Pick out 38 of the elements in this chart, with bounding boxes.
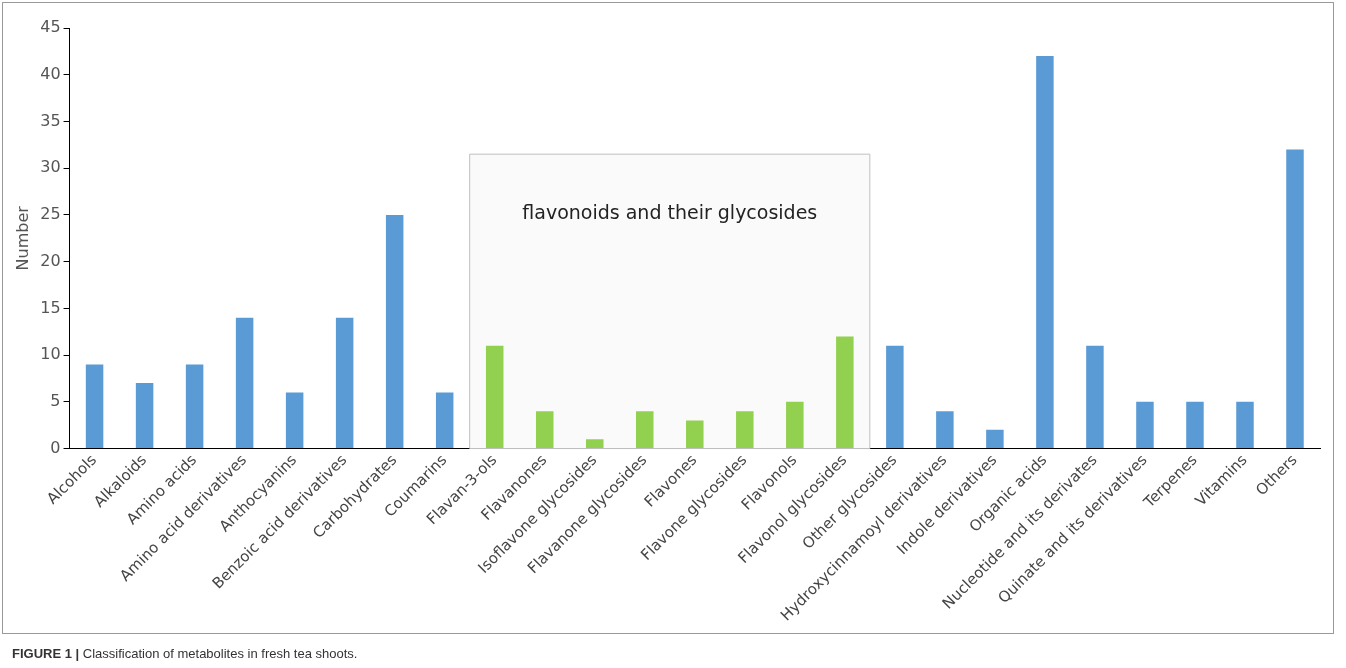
bar <box>786 401 804 449</box>
bar <box>235 317 254 449</box>
y-tick-label: 5 <box>50 390 61 410</box>
bar <box>1286 149 1304 449</box>
y-tick-label: 15 <box>40 297 61 317</box>
bar <box>986 429 1004 449</box>
bar <box>736 411 754 449</box>
y-tick-label: 40 <box>40 63 61 83</box>
y-tick-label: 25 <box>40 204 61 224</box>
bar <box>335 317 354 449</box>
bar <box>435 392 454 449</box>
bar <box>1236 401 1254 449</box>
y-tick-label: 45 <box>40 17 61 37</box>
y-tick-label: 35 <box>40 110 61 130</box>
band-label: flavonoids and their glycosides <box>522 201 818 224</box>
bar <box>836 336 854 449</box>
bar <box>185 364 204 449</box>
bar <box>1136 401 1154 449</box>
y-tick-label: 0 <box>50 437 61 457</box>
bar <box>686 420 704 449</box>
bar <box>485 345 504 449</box>
bar <box>936 411 954 449</box>
y-tick-label: 10 <box>40 344 61 364</box>
bar <box>535 411 554 449</box>
caption: FIGURE 1 | Classification of metabolites in fresh tea shoots. <box>12 646 358 661</box>
bar <box>85 364 104 449</box>
bar <box>1086 345 1104 449</box>
bar <box>886 345 904 449</box>
bar <box>585 439 604 449</box>
bar <box>1036 56 1054 449</box>
y-tick-label: 20 <box>40 250 61 270</box>
bar <box>135 383 154 449</box>
bar <box>1186 401 1204 449</box>
y-tick-label: 30 <box>40 157 61 177</box>
y-axis-title: Number <box>12 205 32 271</box>
bar <box>285 392 304 449</box>
bar <box>636 411 654 449</box>
bar <box>385 214 404 449</box>
